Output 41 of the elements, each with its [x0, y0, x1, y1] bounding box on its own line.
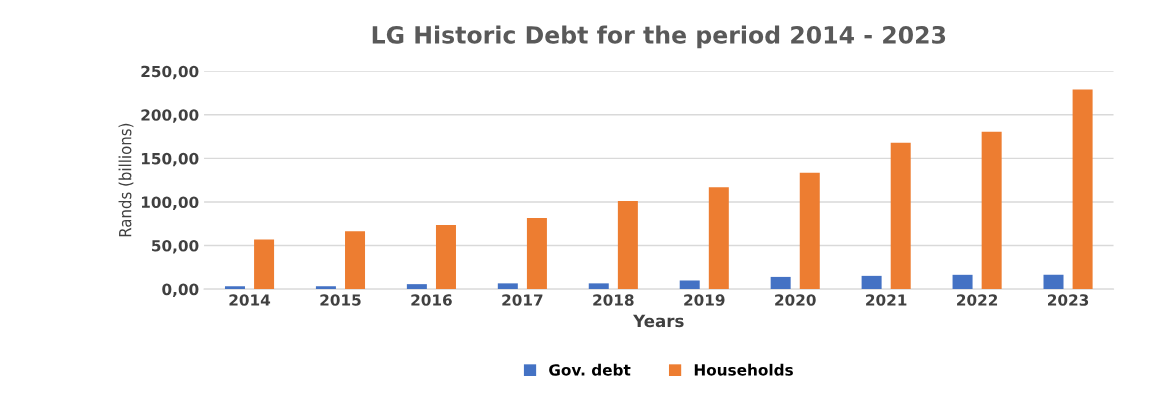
bar	[981, 131, 1002, 290]
bar	[224, 286, 245, 290]
bar	[799, 172, 820, 290]
x-tick-label: 2017	[502, 294, 543, 306]
bar	[254, 239, 275, 290]
legend-label: Households	[694, 363, 793, 376]
y-tick-label: 150,00	[141, 152, 199, 167]
y-tick-label: 250,00	[141, 65, 199, 80]
bar	[526, 217, 547, 290]
legend-label: Gov. debt	[549, 363, 631, 376]
x-tick-label: 2022	[957, 294, 998, 306]
x-tick-label: 2023	[1048, 294, 1089, 306]
x-tick-label: 2016	[411, 294, 452, 306]
bar	[1072, 89, 1093, 290]
bar	[708, 187, 729, 290]
bar	[861, 275, 882, 290]
bar	[679, 280, 700, 290]
bar	[1043, 274, 1064, 290]
bar	[497, 283, 518, 290]
bar	[406, 284, 427, 290]
x-tick-label: 2014	[229, 294, 271, 306]
x-tick-label: 2015	[320, 294, 361, 306]
y-tick-label: 0,00	[162, 283, 199, 298]
x-tick-label: 2019	[684, 294, 725, 306]
bar	[315, 286, 336, 290]
y-tick-label: 100,00	[141, 196, 199, 210]
bar	[345, 231, 366, 290]
x-axis-title: Years	[633, 314, 684, 328]
x-tick-label: 2020	[775, 294, 816, 306]
bar	[952, 274, 973, 290]
bar	[588, 283, 609, 290]
x-tick-label: 2021	[866, 294, 907, 306]
chart-title: LG Historic Debt for the period 2014 - 2023	[372, 25, 946, 49]
y-tick-label: 50,00	[152, 240, 199, 254]
y-tick-label: 200,00	[141, 109, 199, 123]
x-tick-label: 2018	[593, 294, 634, 306]
y-axis-title: Rands (billions)	[118, 123, 134, 237]
bar	[435, 225, 456, 290]
bar	[890, 142, 911, 290]
bar	[617, 201, 638, 290]
bar	[770, 276, 791, 290]
